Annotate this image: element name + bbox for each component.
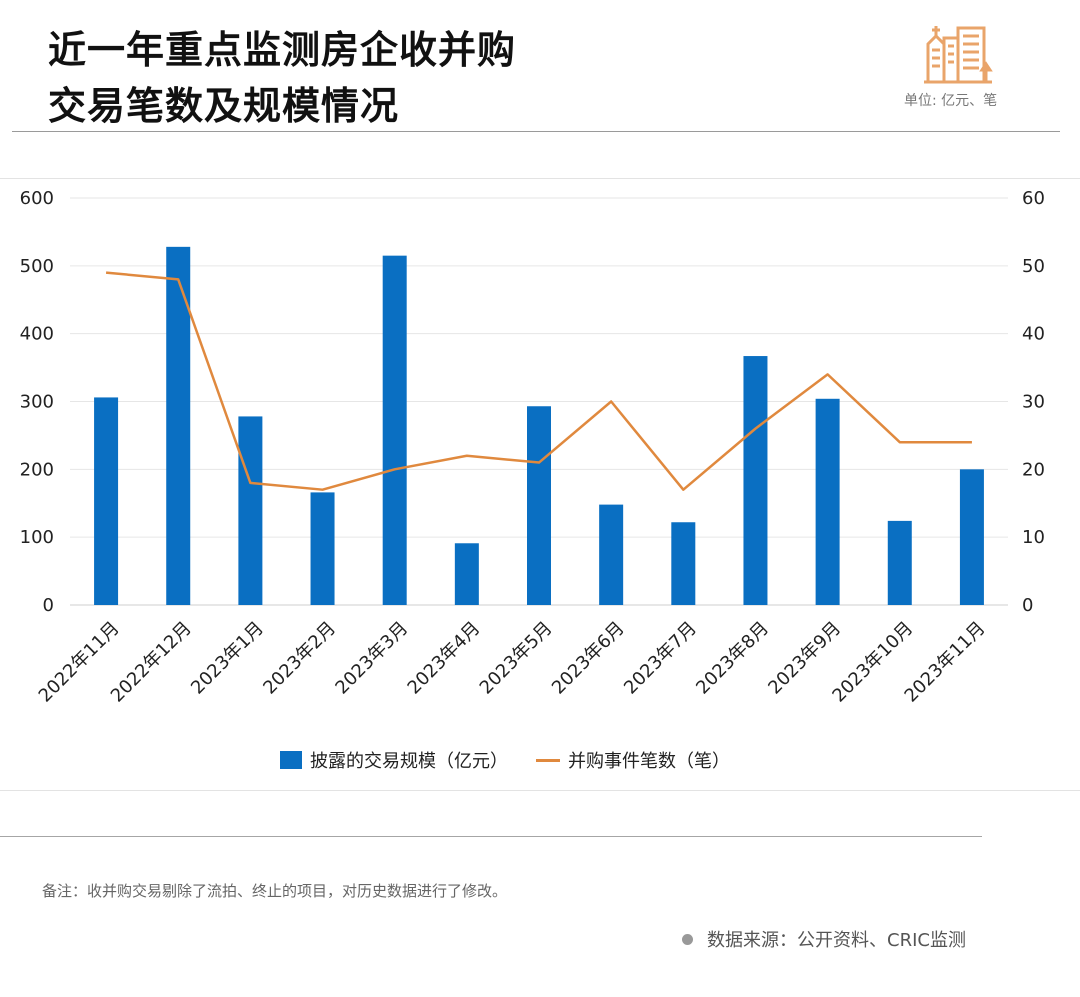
chart-legend: 披露的交易规模（亿元） 并购事件笔数（笔）	[280, 746, 730, 774]
bar	[671, 522, 696, 605]
bar	[527, 406, 551, 605]
y-left-tick-label: 0	[43, 595, 54, 616]
bar	[94, 397, 119, 605]
chart-title: 近一年重点监测房企收并购 交易笔数及规模情况	[48, 22, 516, 134]
chart-frame-bottom	[0, 790, 1080, 791]
y-right-tick-label: 10	[1022, 527, 1045, 548]
bullet-dot-icon	[682, 933, 693, 945]
y-left-tick-label: 500	[20, 256, 54, 277]
y-left-tick-label: 600	[20, 188, 54, 209]
y-right-tick-label: 30	[1022, 392, 1045, 413]
legend-item-line: 并购事件笔数（笔）	[508, 747, 730, 773]
legend-swatch-bar	[280, 751, 302, 769]
y-right-tick-label: 20	[1022, 459, 1045, 480]
y-left-tick-label: 100	[20, 527, 54, 548]
legend-label-bar: 披露的交易规模（亿元）	[310, 751, 508, 772]
y-right-tick-label: 40	[1022, 324, 1045, 345]
y-left-tick-label: 300	[20, 392, 54, 413]
bar	[238, 416, 263, 605]
y-right-tick-label: 0	[1022, 595, 1033, 616]
chart-frame-top	[0, 178, 1080, 179]
bar	[166, 246, 191, 605]
x-tick-label: 2023年1月	[187, 618, 268, 699]
x-tick-label: 2023年2月	[259, 618, 340, 699]
x-tick-label: 2023年8月	[692, 618, 773, 699]
y-right-tick-label: 60	[1022, 188, 1045, 209]
chart-title-line1: 近一年重点监测房企收并购	[48, 28, 517, 72]
x-tick-label: 2023年3月	[331, 618, 412, 699]
y-right-tick-label: 50	[1022, 256, 1045, 277]
legend-label-line: 并购事件笔数（笔）	[568, 751, 730, 772]
x-tick-label: 2023年7月	[620, 618, 701, 699]
city-buildings-icon	[924, 26, 993, 84]
chart-title-line2: 交易笔数及规模情况	[48, 84, 400, 128]
bar	[310, 492, 335, 605]
header-divider	[12, 131, 1060, 132]
x-tick-label: 2023年4月	[404, 618, 485, 699]
footer-divider	[0, 836, 982, 837]
bar	[815, 398, 840, 605]
y-left-tick-label: 200	[20, 459, 54, 480]
bar	[599, 504, 624, 605]
y-left-tick-label: 400	[20, 324, 54, 345]
bar	[382, 255, 407, 605]
x-tick-label: 2023年5月	[476, 618, 557, 699]
data-source-text: 数据来源：公开资料、CRIC监测	[707, 930, 966, 951]
legend-swatch-line	[536, 758, 560, 762]
legend-item-bar: 披露的交易规模（亿元）	[280, 747, 508, 773]
bar	[454, 543, 479, 605]
x-tick-label: 2023年6月	[548, 618, 629, 699]
bar	[743, 356, 768, 605]
bar	[959, 469, 984, 605]
bar	[887, 520, 912, 605]
unit-label: 单位: 亿元、笔	[904, 93, 998, 109]
footnote: 备注：收并购交易剔除了流拍、终止的项目，对历史数据进行了修改。	[42, 882, 508, 900]
data-source: 数据来源：公开资料、CRIC监测	[682, 926, 966, 952]
combo-chart: 010020030040050060001020304050602022年11月…	[20, 188, 1045, 707]
